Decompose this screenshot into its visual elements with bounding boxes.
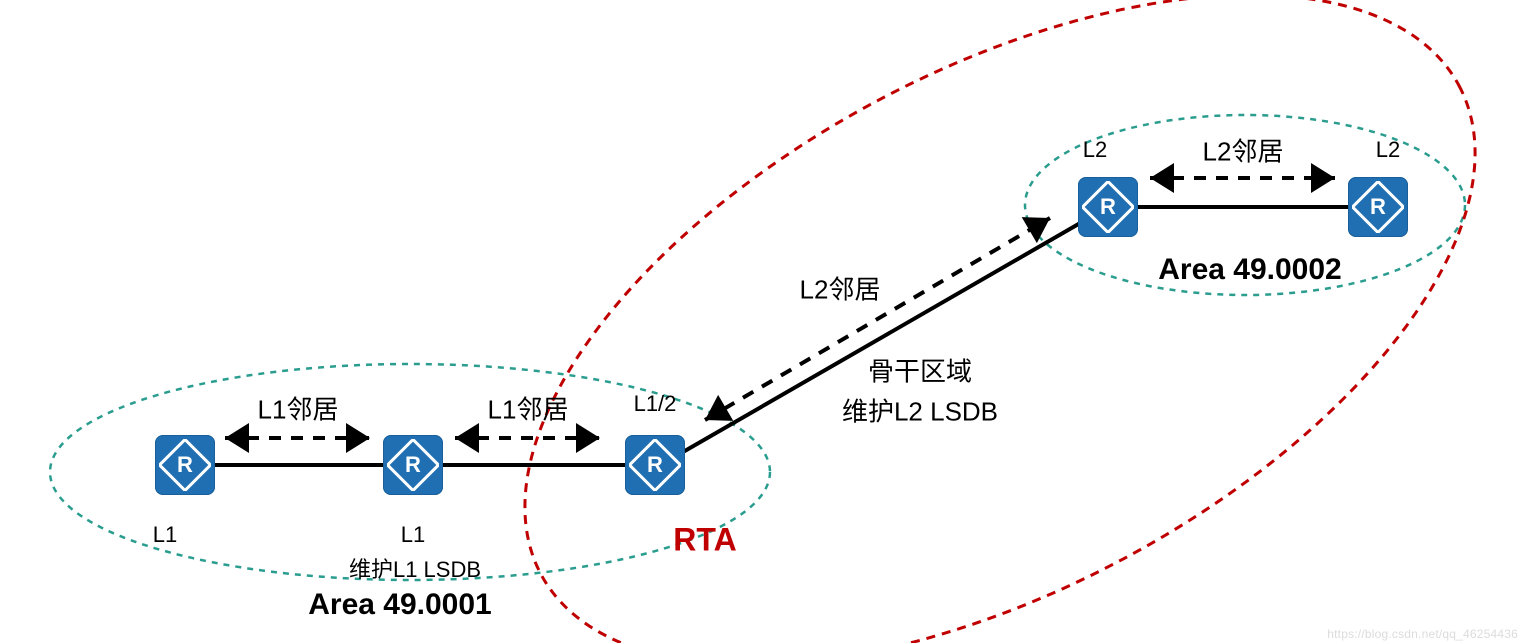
neighbor-arrow-3 <box>705 218 1050 420</box>
neighbor3-label: L2邻居 <box>800 270 881 307</box>
router-icon: R <box>155 435 215 495</box>
router-icon: R <box>383 435 443 495</box>
backbone-ellipse <box>419 0 1524 643</box>
svg-layer <box>0 0 1524 643</box>
router-r4: R <box>1078 177 1138 237</box>
router-icon: R <box>625 435 685 495</box>
router-r2: R <box>383 435 443 495</box>
area2-title: Area 49.0002 <box>1158 253 1342 287</box>
svg-text:R: R <box>1370 194 1386 219</box>
r5-label: L2 <box>1376 137 1400 163</box>
backbone-line2: 维护L2 LSDB <box>842 392 998 429</box>
area1-title: Area 49.0001 <box>308 588 492 622</box>
svg-text:R: R <box>177 452 193 477</box>
svg-text:R: R <box>1100 194 1116 219</box>
r2-label: L1 <box>401 522 425 548</box>
area1-lsdb-label: 维护L1 LSDB <box>349 552 481 584</box>
backbone-line1: 骨干区域 <box>868 352 972 389</box>
r1-label: L1 <box>153 522 177 548</box>
svg-text:R: R <box>647 452 663 477</box>
svg-text:R: R <box>405 452 421 477</box>
router-icon: R <box>1078 177 1138 237</box>
neighbor4-label: L2邻居 <box>1203 132 1284 169</box>
diagram-canvas: R R R R R <box>0 0 1524 643</box>
rta-label: RTA <box>673 522 736 559</box>
watermark-text: https://blog.csdn.net/qq_46254436 <box>1327 627 1518 641</box>
neighbor1-label: L1邻居 <box>258 390 339 427</box>
neighbor2-label: L1邻居 <box>488 390 569 427</box>
router-icon: R <box>1348 177 1408 237</box>
router-r5: R <box>1348 177 1408 237</box>
r3-label: L1/2 <box>634 391 677 417</box>
router-r3: R <box>625 435 685 495</box>
router-r1: R <box>155 435 215 495</box>
r4-label: L2 <box>1083 137 1107 163</box>
